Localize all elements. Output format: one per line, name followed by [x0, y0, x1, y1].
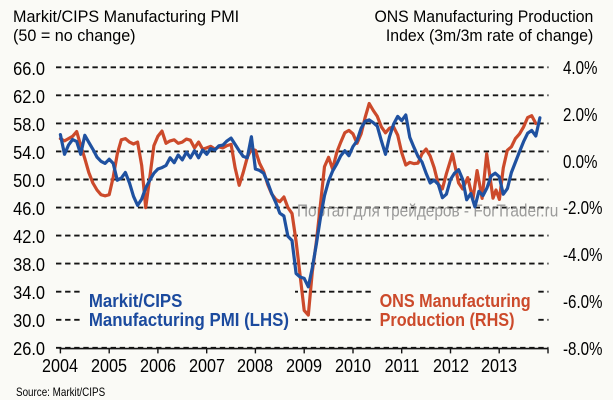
svg-text:Портал для трейдеров - ForTrad: Портал для трейдеров - ForTrader.ru — [297, 202, 558, 221]
